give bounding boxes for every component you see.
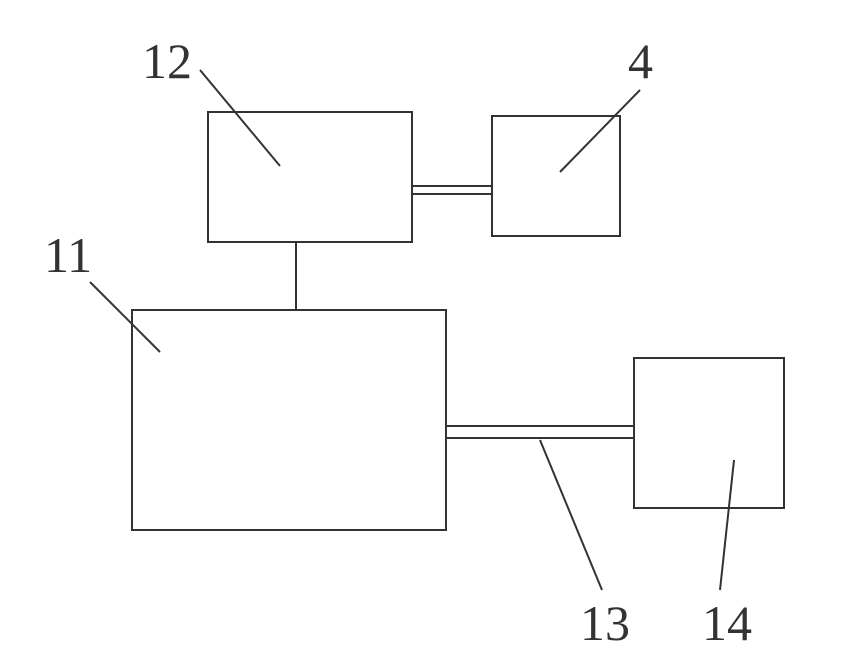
label-l12-text: 12 [142,33,192,89]
label-l4-text: 4 [628,33,653,89]
box-4 [492,116,620,236]
label-l14-text: 14 [702,595,752,651]
box-12 [208,112,412,242]
label-l11-leader [90,282,160,352]
label-l14-leader [720,460,734,590]
label-l13-text: 13 [580,595,630,651]
label-l12-leader [200,70,280,166]
label-l4-leader [560,90,640,172]
label-l13-leader [540,440,602,590]
box-11 [132,310,446,530]
label-l11-text: 11 [44,227,92,283]
box-14 [634,358,784,508]
